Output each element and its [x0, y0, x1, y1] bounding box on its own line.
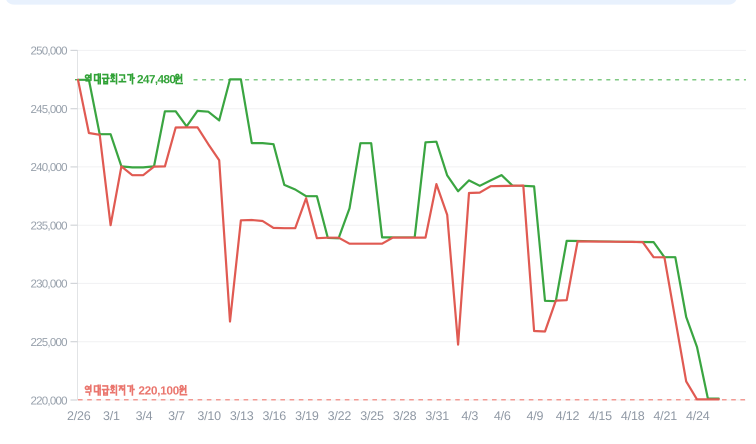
svg-text:4/21: 4/21	[653, 409, 677, 423]
svg-text:2/26: 2/26	[67, 409, 91, 423]
svg-text:3/16: 3/16	[263, 409, 287, 423]
svg-text:4/18: 4/18	[621, 409, 645, 423]
svg-text:4/15: 4/15	[588, 409, 612, 423]
svg-text:4/12: 4/12	[556, 409, 580, 423]
svg-text:3/25: 3/25	[360, 409, 384, 423]
svg-text:4/9: 4/9	[527, 409, 544, 423]
svg-text:240,000: 240,000	[30, 162, 67, 174]
svg-text:4/6: 4/6	[494, 409, 511, 423]
svg-text:3/19: 3/19	[295, 409, 319, 423]
svg-text:3/28: 3/28	[393, 409, 417, 423]
svg-text:250,000: 250,000	[30, 46, 67, 58]
svg-text:3/22: 3/22	[328, 409, 352, 423]
svg-text:3/10: 3/10	[197, 409, 221, 423]
svg-text:230,000: 230,000	[30, 279, 67, 291]
svg-text:4/3: 4/3	[461, 409, 478, 423]
svg-text:235,000: 235,000	[30, 221, 67, 233]
svg-text:225,000: 225,000	[30, 337, 67, 349]
svg-text:3/31: 3/31	[425, 409, 449, 423]
svg-text:3/7: 3/7	[168, 409, 185, 423]
svg-text:4/24: 4/24	[686, 409, 710, 423]
svg-text:245,000: 245,000	[30, 104, 67, 116]
svg-text:3/4: 3/4	[136, 409, 153, 423]
svg-text:3/13: 3/13	[230, 409, 254, 423]
svg-text:220,000: 220,000	[30, 395, 67, 407]
svg-text:3/1: 3/1	[103, 409, 120, 423]
